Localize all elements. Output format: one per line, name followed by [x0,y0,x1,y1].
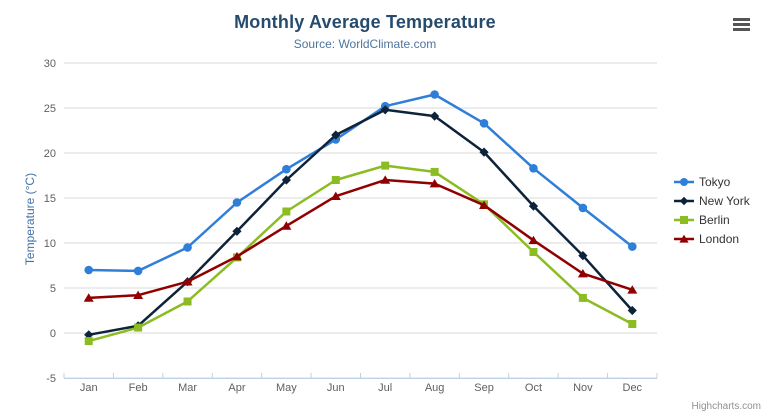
point-london-apr[interactable] [231,251,242,261]
legend-item-berlin[interactable]: Berlin [674,213,750,227]
legend-label: London [699,232,740,246]
point-new-york-jan[interactable] [84,330,94,340]
point-new-york-nov[interactable] [578,251,588,261]
series-line-tokyo[interactable] [87,93,634,273]
hamburger-icon [733,22,750,26]
x-axis-label: Feb [129,382,148,394]
point-berlin-aug[interactable] [430,167,439,176]
point-new-york-jul[interactable] [380,105,390,115]
point-tokyo-sep[interactable] [479,119,489,128]
point-berlin-jan[interactable] [84,337,93,346]
point-berlin-nov[interactable] [578,293,587,302]
point-berlin-feb[interactable] [134,323,143,332]
legend-marker-london [674,234,694,243]
hamburger-icon [733,17,750,21]
legend: Tokyo New York Berlin London [674,175,750,246]
point-new-york-dec[interactable] [627,305,637,316]
y-axis-label: 0 [50,328,56,340]
point-new-york-oct[interactable] [528,201,539,211]
point-new-york-jun[interactable] [331,130,341,140]
point-new-york-sep[interactable] [479,147,489,157]
series-line-new-york[interactable] [87,108,634,337]
point-london-sep[interactable] [479,200,490,209]
point-tokyo-feb[interactable] [133,266,143,276]
point-berlin-mar[interactable] [183,297,192,306]
x-axis-label: Jul [378,382,392,394]
chart-title: Monthly Average Temperature [234,12,496,32]
x-axis-label: Aug [425,382,445,394]
y-axis-label: 25 [44,103,56,115]
point-tokyo-aug[interactable] [430,90,439,99]
x-axis-label: May [276,382,297,394]
point-london-mar[interactable] [182,277,193,286]
legend-marker-new-york [674,196,694,206]
x-axis-label: Dec [623,382,643,394]
x-axis-label: Apr [228,382,245,394]
point-new-york-aug[interactable] [430,111,440,121]
y-axis-label: 30 [44,58,56,70]
y-axis-label: 15 [44,193,56,205]
point-tokyo-dec[interactable] [627,242,637,251]
series-line-berlin[interactable] [87,164,634,343]
x-axis-label: Jun [327,382,345,394]
point-tokyo-jan[interactable] [84,265,94,275]
legend-item-tokyo[interactable]: Tokyo [674,175,750,189]
point-london-jul[interactable] [380,175,391,184]
series-line-london[interactable] [87,178,634,300]
point-berlin-jul[interactable] [381,161,390,170]
x-axis-label: Oct [525,382,542,394]
context-menu-button[interactable] [730,13,754,35]
point-tokyo-apr[interactable] [232,198,242,207]
point-london-nov[interactable] [577,269,588,278]
legend-label: Tokyo [699,175,731,189]
point-berlin-oct[interactable] [529,248,538,256]
point-london-jun[interactable] [330,191,341,200]
legend-label: New York [699,194,750,208]
point-london-feb[interactable] [133,290,144,299]
legend-item-new-york[interactable]: New York [674,194,750,208]
point-new-york-apr[interactable] [232,226,242,236]
point-london-aug[interactable] [429,179,440,188]
legend-marker-berlin [674,216,694,224]
point-london-may[interactable] [281,221,292,230]
point-tokyo-nov[interactable] [578,203,588,213]
x-axis-label: Nov [573,382,593,394]
x-axis-label: Jan [80,382,98,394]
point-london-oct[interactable] [528,235,539,245]
legend-marker-tokyo [674,178,694,186]
credits-link[interactable]: Highcharts.com [691,401,761,412]
point-tokyo-oct[interactable] [529,164,538,173]
chart-subtitle: Source: WorldClimate.com [293,37,437,51]
y-axis-label: -5 [46,373,56,385]
point-berlin-may[interactable] [282,207,291,216]
point-tokyo-mar[interactable] [183,243,192,252]
y-axis-label: 20 [44,148,56,160]
x-axis-label: Sep [474,382,494,394]
point-london-dec[interactable] [627,285,638,294]
point-berlin-dec[interactable] [628,320,637,328]
point-tokyo-may[interactable] [282,164,291,174]
point-new-york-may[interactable] [281,175,291,185]
point-london-jan[interactable] [83,293,94,302]
point-berlin-jun[interactable] [331,176,340,184]
y-axis-label: 5 [50,283,56,295]
legend-item-london[interactable]: London [674,232,750,246]
legend-label: Berlin [699,213,730,227]
y-axis-title: Temperature (°C) [23,172,37,266]
hamburger-icon [733,27,750,31]
y-axis-label: 10 [44,238,56,250]
x-axis-label: Mar [178,382,197,394]
